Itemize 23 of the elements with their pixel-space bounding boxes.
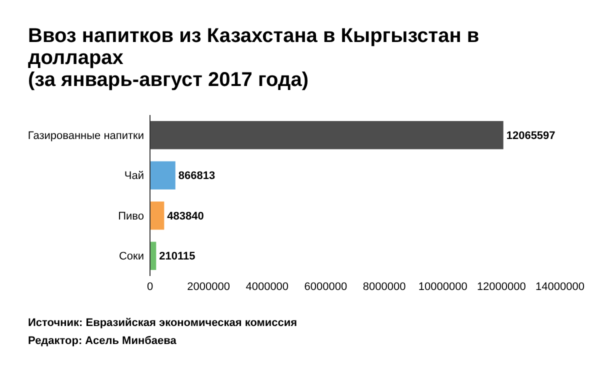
x-tick-label: 14000000 (536, 281, 584, 293)
text: Источник: Евразийская экономическая комиссия (28, 317, 298, 329)
bar (150, 202, 164, 230)
bar (150, 161, 176, 190)
data-label: 866813 (178, 170, 216, 182)
chart-subtitle: (за январь-август 2017 года) (28, 69, 308, 91)
y-tick-label: Соки (118, 250, 144, 263)
x-tick-label: 10000000 (418, 281, 468, 293)
data-label: 12065597 (506, 130, 556, 142)
y-tick-label: Газированные напитки (28, 130, 144, 142)
data-label: 483840 (167, 210, 204, 222)
bar (150, 121, 504, 150)
x-tick-label: 0 (146, 281, 154, 293)
x-tick-label: 2000000 (187, 281, 230, 293)
data-label: 210115 (159, 250, 196, 263)
x-tick-label: 6000000 (304, 281, 348, 293)
chart-title: Ввоз напитков из Казахстана в Кыргызстан в долларах (28, 25, 480, 69)
x-tick-label: 8000000 (362, 281, 406, 293)
y-tick-label: Чай (124, 170, 144, 182)
text: Редактор: Асель Минбаева (28, 335, 178, 347)
x-tick-label: 12000000 (476, 281, 526, 293)
y-tick-label: Пиво (118, 210, 144, 222)
x-tick-label: 4000000 (246, 281, 289, 293)
